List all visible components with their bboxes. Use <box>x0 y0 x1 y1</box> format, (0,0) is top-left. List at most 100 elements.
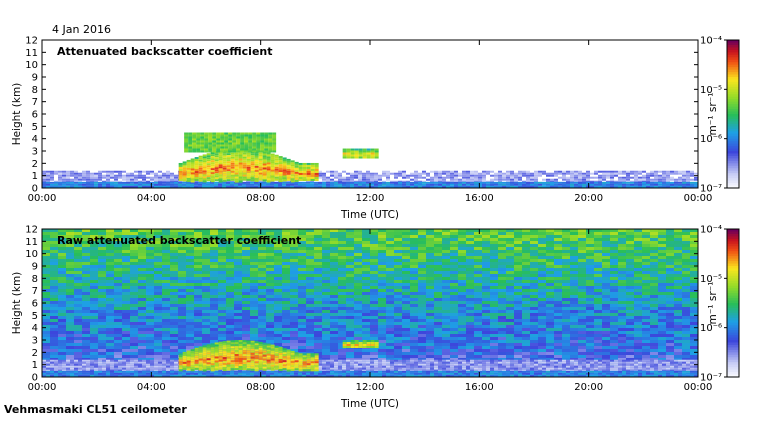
heatmap-cell <box>266 277 274 280</box>
heatmap-cell <box>250 304 258 307</box>
heatmap-cell <box>74 182 78 184</box>
heatmap-cell <box>130 286 138 289</box>
heatmap-cell <box>478 179 482 181</box>
heatmap-cell <box>306 280 314 283</box>
heatmap-cell <box>362 173 366 175</box>
heatmap-cell <box>426 173 430 175</box>
plot-area <box>42 40 698 188</box>
heatmap-cell <box>426 295 434 298</box>
heatmap-cell <box>674 235 682 238</box>
heatmap-cell <box>590 173 594 175</box>
heatmap-cell <box>82 286 90 289</box>
heatmap-cell <box>291 178 295 180</box>
heatmap-cell <box>154 283 162 286</box>
heatmap-cell <box>506 271 514 274</box>
heatmap-cell <box>330 292 338 295</box>
heatmap-cell <box>670 182 674 184</box>
heatmap-cell <box>240 149 244 151</box>
heatmap-cell <box>246 184 250 186</box>
heatmap-cell <box>271 162 275 164</box>
heatmap-cell <box>470 177 474 179</box>
heatmap-cell <box>283 165 287 167</box>
heatmap-cell <box>414 182 418 184</box>
heatmap-cell <box>178 262 186 265</box>
heatmap-cell <box>138 268 146 271</box>
heatmap-cell <box>219 154 223 156</box>
heatmap-cell <box>234 271 242 274</box>
heatmap-cell <box>534 173 538 175</box>
heatmap-cell <box>674 289 682 292</box>
heatmap-cell <box>210 184 214 186</box>
heatmap-cell <box>378 241 386 244</box>
heatmap-cell <box>126 179 130 181</box>
heatmap-cell <box>658 177 662 179</box>
heatmap-cell <box>466 304 474 307</box>
heatmap-cell <box>458 184 462 186</box>
heatmap-cell <box>426 283 434 286</box>
heatmap-cell <box>434 232 442 235</box>
heatmap-cell <box>610 250 618 253</box>
heatmap-cell <box>546 307 554 310</box>
heatmap-cell <box>218 247 226 250</box>
heatmap-cell <box>378 271 386 274</box>
heatmap-cell <box>482 253 490 256</box>
heatmap-cell <box>674 179 678 181</box>
heatmap-cell <box>231 161 235 163</box>
heatmap-cell <box>196 133 200 135</box>
heatmap-cell <box>207 173 211 175</box>
heatmap-cell <box>204 135 208 137</box>
heatmap-cell <box>303 173 307 175</box>
heatmap-cell <box>474 274 482 277</box>
heatmap-cell <box>654 177 658 179</box>
heatmap-cell <box>426 268 434 271</box>
heatmap-cell <box>466 274 474 277</box>
heatmap-cell <box>178 283 186 286</box>
heatmap-cell <box>662 173 666 175</box>
heatmap-cell <box>522 289 530 292</box>
heatmap-cell <box>199 168 203 170</box>
heatmap-cell <box>578 256 586 259</box>
heatmap-cell <box>474 289 482 292</box>
heatmap-cell <box>674 265 682 268</box>
heatmap-cell <box>594 259 602 262</box>
heatmap-cell <box>378 184 382 186</box>
heatmap-cell <box>211 170 215 172</box>
heatmap-cell <box>188 133 192 135</box>
heatmap-cell <box>239 177 243 179</box>
heatmap-cell <box>594 283 602 286</box>
heatmap-cell <box>194 256 202 259</box>
heatmap-cell <box>618 247 626 250</box>
heatmap-cell <box>74 253 82 256</box>
heatmap-cell <box>506 295 514 298</box>
heatmap-cell <box>226 295 234 298</box>
heatmap-cell <box>482 241 490 244</box>
heatmap-cell <box>66 182 70 184</box>
heatmap-cell <box>346 173 350 175</box>
heatmap-cell <box>263 177 267 179</box>
heatmap-cell <box>530 286 538 289</box>
heatmap-cell <box>322 292 330 295</box>
heatmap-cell <box>266 184 270 186</box>
heatmap-cell <box>450 250 458 253</box>
heatmap-cell <box>490 292 498 295</box>
heatmap-cell <box>682 182 686 184</box>
heatmap-cell <box>530 304 538 307</box>
heatmap-cell <box>142 175 146 177</box>
heatmap-cell <box>538 182 542 184</box>
heatmap-cell <box>66 175 70 177</box>
heatmap-cell <box>546 182 550 184</box>
heatmap-cell <box>130 289 138 292</box>
heatmap-cell <box>216 149 220 151</box>
heatmap-cell <box>258 265 266 268</box>
heatmap-cell <box>90 301 98 304</box>
heatmap-cell <box>530 238 538 241</box>
heatmap-cell <box>642 244 650 247</box>
heatmap-cell <box>122 304 130 307</box>
heatmap-cell <box>351 157 355 159</box>
heatmap-cell <box>498 182 502 184</box>
heatmap-cell <box>530 301 538 304</box>
heatmap-cell <box>274 295 282 298</box>
heatmap-cell <box>203 164 207 166</box>
heatmap-cell <box>178 268 186 271</box>
heatmap-cell <box>226 292 234 295</box>
